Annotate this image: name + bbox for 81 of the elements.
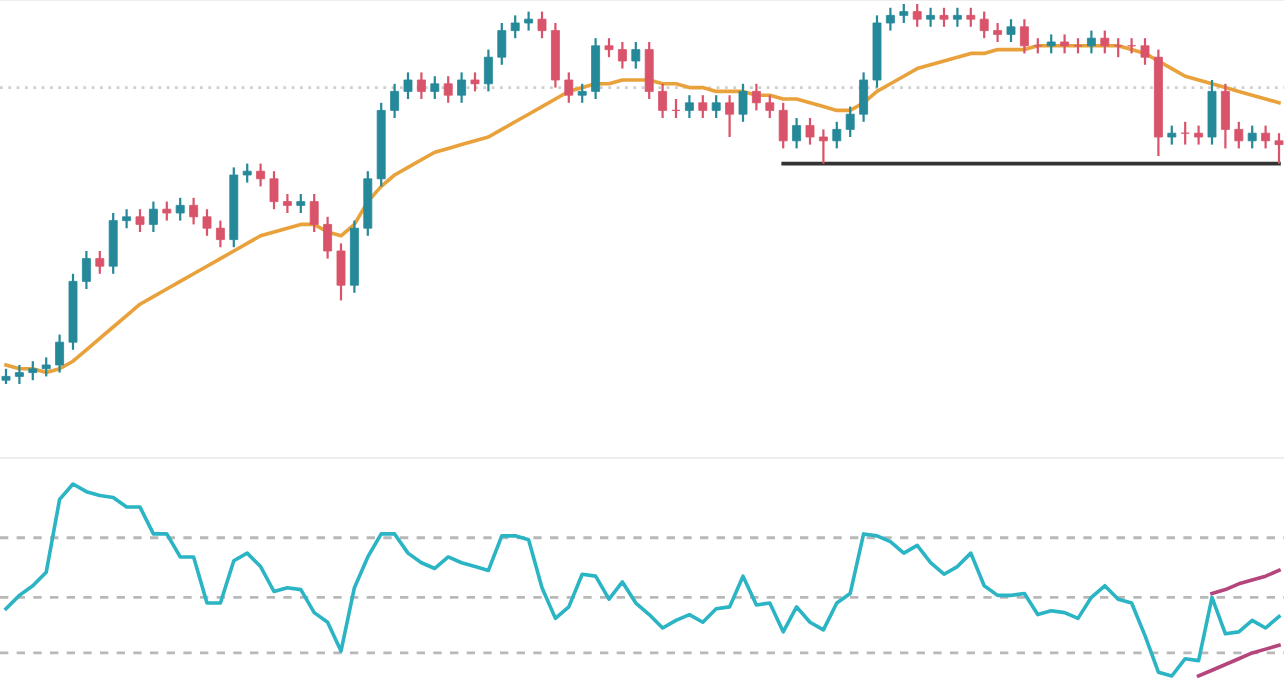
candlestick	[1220, 82, 1230, 150]
candlestick	[979, 10, 989, 40]
candlestick	[1261, 124, 1271, 150]
candlestick	[778, 101, 788, 150]
candlestick	[926, 6, 936, 28]
candlestick	[122, 208, 132, 230]
candlestick	[591, 37, 601, 101]
candlestick	[966, 6, 976, 28]
candlestick	[1234, 120, 1244, 150]
candlestick	[135, 208, 145, 234]
candlestick	[483, 48, 493, 93]
candlestick	[604, 37, 614, 59]
candlestick	[993, 21, 1003, 44]
candlestick	[202, 208, 212, 237]
candlestick	[416, 71, 426, 101]
candlestick	[885, 6, 895, 32]
candlestick	[296, 192, 306, 215]
candlestick	[725, 94, 735, 139]
candlestick	[510, 14, 520, 40]
candlestick	[336, 242, 346, 302]
candlestick	[390, 82, 400, 120]
candlestick	[711, 94, 721, 120]
candlestick	[95, 249, 105, 275]
candlestick	[457, 71, 467, 104]
candlestick	[175, 196, 185, 222]
candlestick	[765, 94, 775, 120]
candlestick	[81, 249, 91, 291]
candlestick	[644, 40, 654, 101]
candlestick	[14, 363, 24, 386]
candlestick	[1194, 124, 1204, 146]
candlestick	[751, 82, 761, 112]
candlestick	[832, 120, 842, 150]
candlestick	[658, 82, 668, 120]
candlestick	[818, 128, 828, 165]
candlestick	[497, 21, 507, 66]
candlestick	[443, 75, 453, 104]
candlestick	[41, 356, 51, 378]
candlestick	[162, 200, 172, 222]
candlestick	[845, 105, 855, 139]
candlestick	[1247, 124, 1257, 150]
candlestick	[215, 219, 225, 249]
candlestick	[698, 94, 708, 120]
candlestick	[564, 71, 574, 104]
candlestick	[577, 82, 587, 104]
candlestick	[403, 71, 413, 101]
candlestick	[684, 94, 694, 120]
candlestick	[55, 333, 65, 374]
candlestick	[524, 10, 534, 32]
candlestick	[269, 170, 279, 211]
candlestick	[108, 211, 118, 275]
candlestick	[537, 10, 547, 40]
candlestick	[1060, 33, 1070, 55]
candlestick	[617, 40, 627, 70]
candlestick	[1100, 29, 1110, 55]
candlestick	[323, 215, 333, 260]
candlestick	[256, 162, 266, 188]
candlestick	[282, 192, 292, 215]
candlestick	[430, 75, 440, 101]
candlestick	[1086, 29, 1096, 55]
candlestick	[189, 196, 199, 226]
candlestick	[1140, 37, 1150, 66]
candlestick	[952, 6, 962, 28]
candlestick	[309, 192, 319, 234]
candlestick	[912, 2, 922, 28]
candlestick	[28, 360, 38, 382]
candlestick	[631, 40, 641, 70]
candlestick	[899, 2, 909, 25]
candlestick	[1274, 132, 1284, 165]
candlestick	[1006, 18, 1016, 44]
candlestick	[939, 6, 949, 28]
candlestick	[148, 200, 158, 234]
candlestick	[805, 116, 815, 146]
candlestick	[1046, 33, 1056, 55]
candlestick	[738, 82, 748, 123]
candlestick	[859, 71, 869, 123]
candlestick	[470, 71, 480, 93]
candlestick	[1207, 78, 1217, 146]
candlestick	[1167, 124, 1177, 146]
candlestick	[1019, 18, 1029, 55]
candlestick	[792, 116, 802, 150]
candlestick	[242, 162, 252, 184]
